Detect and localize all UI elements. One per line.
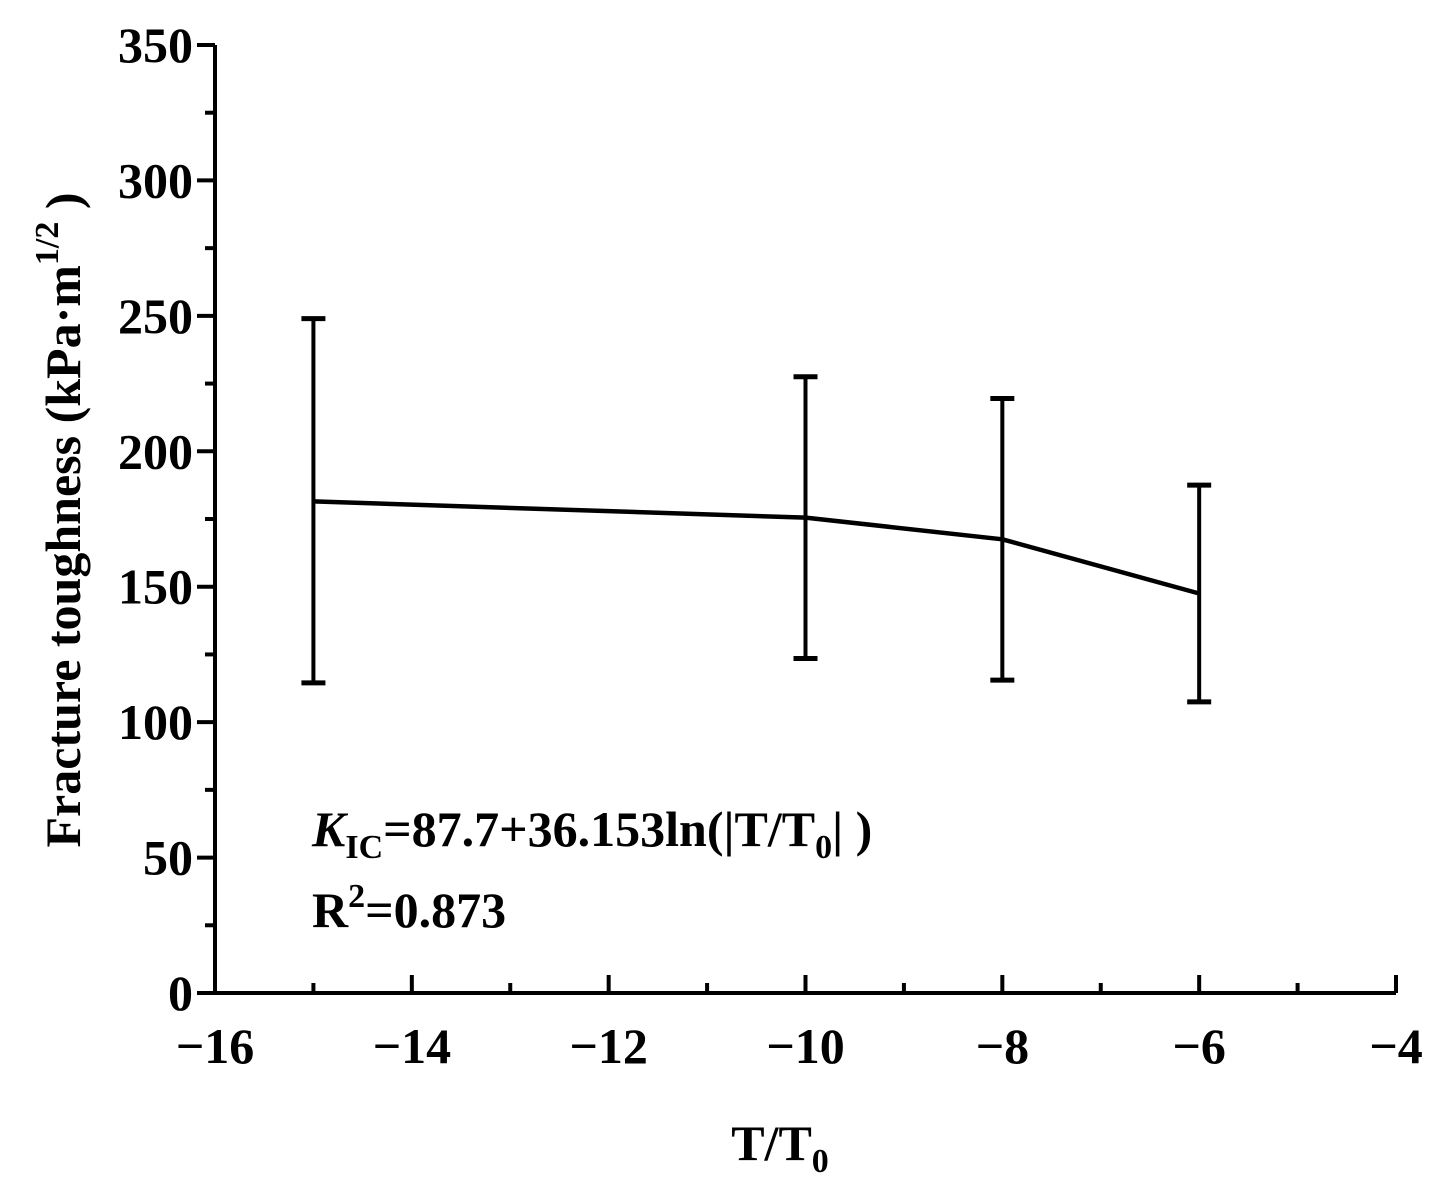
y-tick-label: 200 [118, 423, 193, 479]
y-tick-label: 150 [118, 559, 193, 615]
fit-equation-k-sub: IC [345, 829, 383, 866]
x-tick-label: −16 [176, 1018, 255, 1074]
x-tick-label: −8 [976, 1018, 1030, 1074]
y-tick-label: 250 [118, 288, 193, 344]
x-tick-label: −4 [1369, 1018, 1423, 1074]
r-squared-r: R [312, 882, 349, 938]
fit-equation-k: K [311, 801, 349, 857]
fit-equation-tail: | ) [832, 801, 872, 857]
fit-equation-body: =87.7+36.153ln(|T/T [383, 801, 815, 857]
r-squared-sup: 2 [348, 878, 365, 915]
tick-labels: 0 50 100 150 200 250 300 350 −16 −14 −12 −10 −8 −6 −4 [118, 17, 1423, 1074]
y-axis-label-main: Fracture toughness (kPa·m [35, 265, 91, 847]
r-squared-value: =0.873 [365, 882, 506, 938]
error-bars [301, 316, 1212, 705]
series [313, 499, 1200, 596]
y-axis-label: Fracture toughness (kPa·m1/2 ) [29, 193, 91, 848]
y-tick-label: 0 [168, 965, 193, 1021]
y-axis-label-close: ) [35, 193, 91, 222]
x-tick-label: −12 [569, 1018, 648, 1074]
x-tick-label: −14 [373, 1018, 452, 1074]
r-squared: R2=0.873 [312, 878, 506, 938]
x-tick-label: −6 [1172, 1018, 1226, 1074]
x-axis-label: T/T0 [731, 1115, 829, 1180]
fit-equation: KIC=87.7+36.153ln(|T/T0| ) [311, 801, 872, 866]
y-tick-label: 300 [118, 152, 193, 208]
y-tick-label: 350 [118, 17, 193, 73]
y-axis-label-superscript: 1/2 [29, 222, 66, 265]
x-tick-label: −10 [766, 1018, 845, 1074]
y-tick-label: 50 [143, 830, 193, 886]
series-line [313, 499, 1200, 596]
ticks [197, 43, 1398, 995]
x-axis-label-main: T/T [731, 1115, 812, 1171]
fit-equation-t-sub: 0 [815, 829, 832, 866]
x-axis-label-subscript: 0 [812, 1143, 829, 1180]
y-tick-label: 100 [118, 694, 193, 750]
